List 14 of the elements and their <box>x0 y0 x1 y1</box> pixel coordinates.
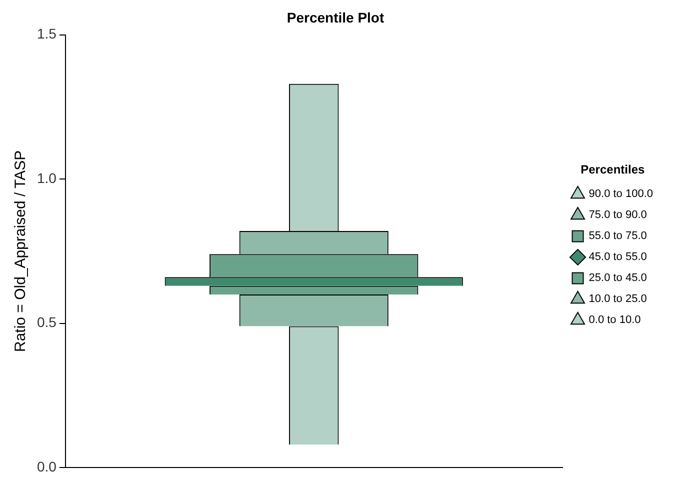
legend-title: Percentiles <box>580 162 645 177</box>
chart-title: Percentile Plot <box>286 9 384 26</box>
legend-label: 90.0 to 100.0 <box>588 188 654 200</box>
legend-label: 25.0 to 45.0 <box>588 272 647 284</box>
y-tick-label: 0.5 <box>36 314 57 330</box>
y-tick-label: 1.5 <box>36 26 57 42</box>
legend-label: 75.0 to 90.0 <box>588 209 647 222</box>
y-tick-label: 1.0 <box>36 170 57 186</box>
y-tick-label: 0.0 <box>36 458 57 474</box>
y-axis-title: Ratio = Old_Appraised / TASP <box>12 150 30 352</box>
legend-label: 0.0 to 10.0 <box>588 314 641 326</box>
legend-label: 55.0 to 75.0 <box>588 230 647 242</box>
legend-label: 10.0 to 25.0 <box>588 293 647 306</box>
legend-label: 45.0 to 55.0 <box>588 251 647 264</box>
